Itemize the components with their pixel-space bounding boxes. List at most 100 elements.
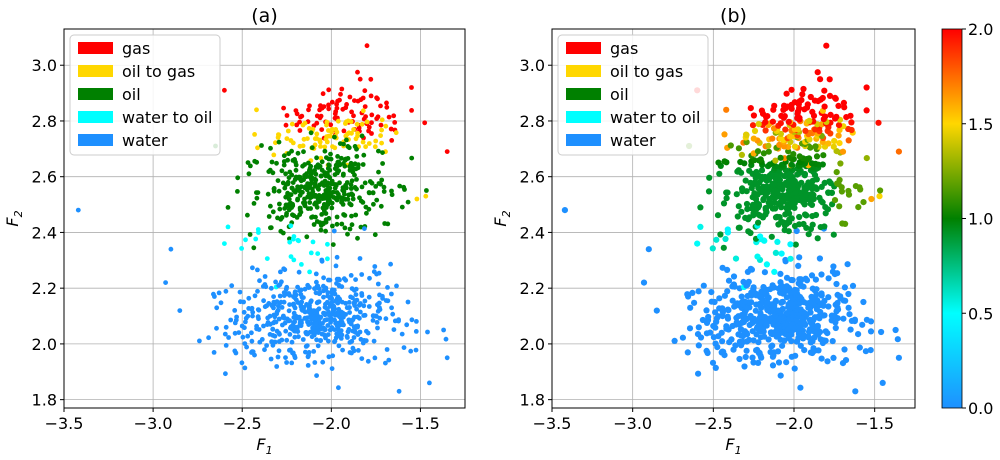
data-point-water <box>840 315 847 322</box>
data-point-water <box>380 293 385 299</box>
data-point-water <box>317 290 323 296</box>
data-point-oil-to-gas <box>314 131 320 137</box>
data-point-water <box>822 328 829 335</box>
data-point-water <box>818 290 825 297</box>
data-point-oil <box>295 184 300 190</box>
data-point-water <box>332 307 337 312</box>
data-point-water <box>256 327 262 332</box>
data-point-oil <box>321 202 327 207</box>
data-point-water <box>261 323 266 329</box>
data-point-gas <box>799 91 806 98</box>
data-point-water <box>750 359 757 366</box>
data-point-oil <box>254 159 260 165</box>
data-point-water-to-oil <box>288 223 294 229</box>
data-point-water <box>760 284 767 291</box>
data-point-water <box>694 331 702 338</box>
data-point-water-to-oil <box>763 261 771 268</box>
data-point-oil <box>821 223 828 230</box>
data-point-water <box>315 343 321 349</box>
data-point-water-to-oil <box>288 254 294 259</box>
data-point-gas <box>326 87 332 93</box>
data-point-water <box>75 207 81 213</box>
data-point-oil-to-gas <box>781 143 788 150</box>
data-point-water <box>254 323 259 329</box>
y-tick-label: 2.6 <box>520 168 545 187</box>
data-point-water <box>867 328 875 335</box>
data-point-water <box>296 334 301 340</box>
data-point-gas <box>769 118 777 125</box>
x-tick-label: −2.0 <box>312 414 351 433</box>
data-point-oil <box>809 221 816 228</box>
data-point-water <box>684 349 691 356</box>
data-point-water <box>441 327 446 333</box>
data-point-water <box>761 269 769 276</box>
data-point-gas <box>314 120 320 126</box>
data-point-water <box>353 277 358 282</box>
data-point-oil <box>349 213 354 219</box>
data-point-gas <box>332 111 338 117</box>
data-point-water <box>444 355 450 361</box>
data-point-water <box>255 314 261 320</box>
data-point-water <box>852 388 859 395</box>
legend-label: gas <box>610 39 638 58</box>
data-point-water <box>807 304 814 311</box>
data-point-oil-to-gas <box>255 145 260 151</box>
data-point-gas <box>814 69 821 76</box>
data-point-oil <box>349 178 355 184</box>
data-point-oil <box>753 168 760 176</box>
data-point-water <box>825 275 832 282</box>
legend: gas oil to gas oil water to oil water <box>69 34 221 156</box>
data-point-water <box>260 284 266 289</box>
data-point-oil <box>297 207 303 213</box>
data-point-water <box>348 273 354 278</box>
data-point-water <box>299 299 305 305</box>
data-point-water <box>307 306 313 312</box>
y-tick-label: 2.0 <box>520 335 545 354</box>
data-point-water <box>375 281 381 287</box>
data-point-water <box>712 340 719 347</box>
data-point-oil <box>792 241 799 248</box>
data-point-water <box>371 338 377 344</box>
data-point-oil <box>265 191 271 197</box>
y-tick-label: 2.0 <box>32 335 57 354</box>
data-point-gas <box>384 104 390 110</box>
data-point-water <box>243 315 249 321</box>
data-point-oil <box>348 202 354 208</box>
data-point-water <box>797 342 804 349</box>
data-point-oil-to-gas <box>776 141 783 148</box>
data-point-oil <box>313 214 318 220</box>
data-point-water <box>303 349 308 355</box>
data-point-oil <box>763 183 770 190</box>
data-point-water <box>319 257 325 263</box>
data-point-oil <box>293 174 299 180</box>
data-point-water <box>282 315 288 321</box>
data-point-oil <box>863 155 870 162</box>
data-point-gas <box>778 112 785 119</box>
data-point-gas <box>374 95 379 101</box>
data-point-gas <box>392 120 398 125</box>
data-point-water <box>317 338 323 343</box>
data-point-oil <box>346 192 352 198</box>
data-point-water <box>743 347 750 354</box>
data-point-water <box>795 262 802 269</box>
data-point-water <box>314 373 319 378</box>
data-point-water <box>695 342 702 349</box>
data-point-water <box>340 310 346 316</box>
data-point-oil <box>790 151 797 158</box>
data-point-oil <box>836 176 843 184</box>
data-point-oil <box>777 154 784 161</box>
data-point-water <box>339 284 345 290</box>
data-point-water <box>249 330 254 336</box>
data-point-oil <box>340 185 346 191</box>
data-point-water <box>782 256 789 264</box>
data-point-water <box>338 328 344 333</box>
data-point-water <box>290 350 295 356</box>
data-point-water <box>708 298 715 305</box>
data-point-water <box>370 313 376 319</box>
data-point-gas <box>841 104 848 111</box>
data-point-oil <box>805 231 812 238</box>
legend-swatch-oil-to-gas <box>566 65 601 77</box>
data-point-oil <box>317 182 323 188</box>
data-point-oil <box>349 222 355 228</box>
data-point-water-to-oil <box>713 236 720 243</box>
